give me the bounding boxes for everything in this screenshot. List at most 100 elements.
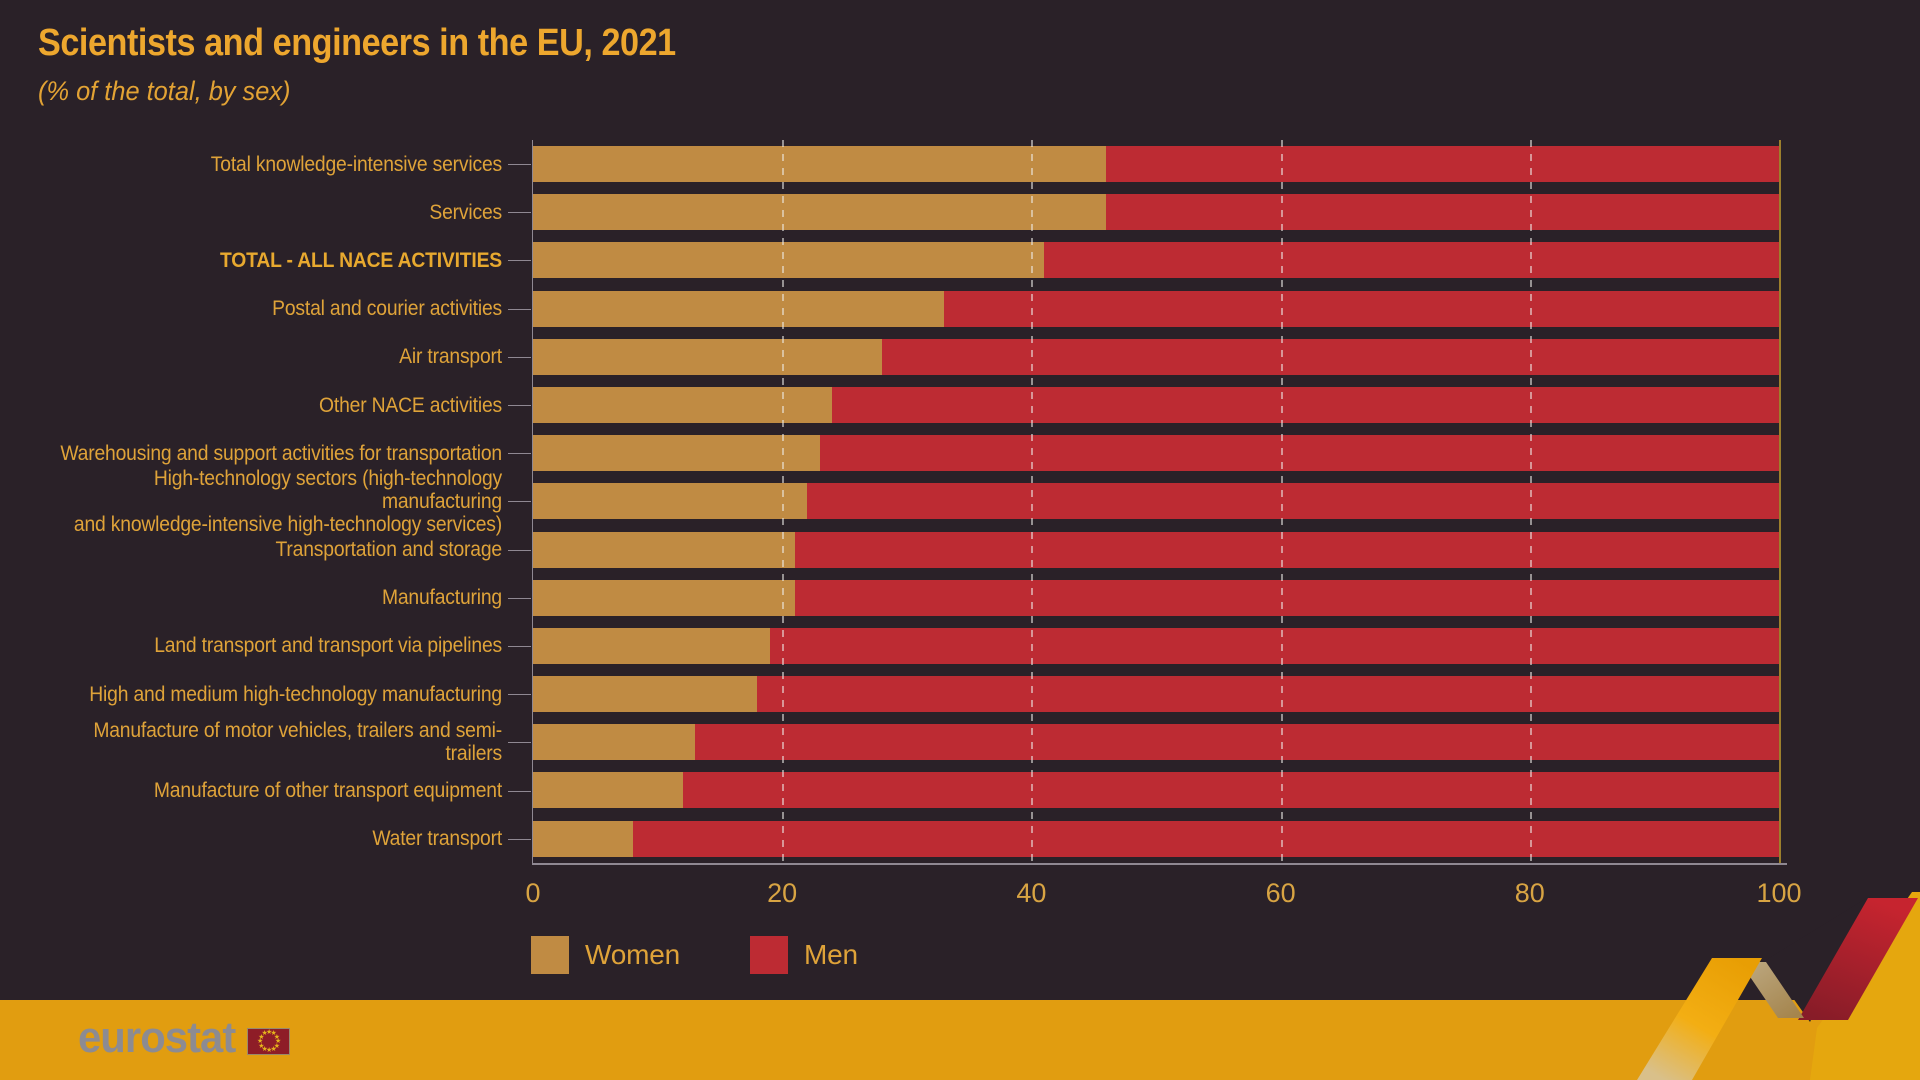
category-tick-mark xyxy=(508,694,531,696)
x-tick-label: 80 xyxy=(1514,878,1545,908)
women-bar-segment xyxy=(533,194,1107,231)
category-label: Land transport and transport via pipelin… xyxy=(154,634,502,658)
stacked-bar xyxy=(533,146,1779,182)
category-tick-mark xyxy=(508,212,531,214)
legend: Women Men xyxy=(531,936,858,974)
category-tick-mark xyxy=(508,838,531,840)
category-label: Services xyxy=(429,200,502,224)
bar-row: High and medium high-technology manufact… xyxy=(0,670,1920,718)
flag-star-icon: ★ xyxy=(266,1047,273,1054)
bar-row: TOTAL - ALL NACE ACTIVITIES xyxy=(0,236,1920,284)
category-tick-mark xyxy=(508,260,531,262)
stacked-bar xyxy=(533,386,1779,423)
bar-row: Manufacture of other transport equipment xyxy=(0,766,1920,814)
bar-row: Manufacturing xyxy=(0,574,1920,622)
women-bar-segment xyxy=(533,724,695,761)
men-bar-segment xyxy=(832,386,1779,423)
category-label: Water transport xyxy=(372,827,502,851)
category-tick-mark xyxy=(508,453,531,455)
category-tick-mark xyxy=(508,164,531,166)
men-bar-segment xyxy=(807,483,1779,520)
category-label: Transportation and storage xyxy=(275,538,503,562)
x-tick-label: 100 xyxy=(1756,878,1802,908)
category-tick-mark xyxy=(508,549,531,551)
bar-row: Warehousing and support activities for t… xyxy=(0,429,1920,477)
stacked-bar xyxy=(533,772,1779,809)
category-label: Postal and courier activities xyxy=(272,297,502,321)
x-axis-line xyxy=(532,863,1787,865)
category-tick-mark xyxy=(508,308,531,310)
bar-row: Water transport xyxy=(0,815,1920,863)
category-label: Manufacture of motor vehicles, trailers … xyxy=(93,719,502,766)
women-bar-segment xyxy=(533,676,758,713)
category-label: Manufacture of other transport equipment xyxy=(153,779,503,803)
legend-item-women: Women xyxy=(531,936,680,974)
page-title: Scientists and engineers in the EU, 2021 xyxy=(38,22,676,64)
flag-star-icon: ★ xyxy=(273,1033,281,1041)
women-bar-segment xyxy=(533,531,795,568)
stacked-bar xyxy=(533,579,1779,616)
x-tick-label: 0 xyxy=(525,878,541,908)
x-tick-label: 40 xyxy=(1016,878,1047,908)
men-bar-segment xyxy=(769,627,1779,664)
page-subtitle: (% of the total, by sex) xyxy=(38,76,291,106)
men-bar-segment xyxy=(1106,146,1779,182)
eu-flag-icon: ★ ★ ★ ★ ★ ★ ★ ★ ★ ★ ★ ★ xyxy=(247,1028,290,1055)
stacked-bar xyxy=(533,531,1779,568)
flag-star-icon: ★ xyxy=(257,1038,264,1045)
category-tick-mark xyxy=(508,501,531,503)
women-bar-segment xyxy=(533,386,833,423)
men-bar-segment xyxy=(794,579,1779,616)
stacked-bar xyxy=(533,676,1779,713)
category-label: Other NACE activities xyxy=(319,393,502,417)
flag-star-icon: ★ xyxy=(273,1042,281,1050)
bar-row: Other NACE activities xyxy=(0,381,1920,429)
women-bar-segment xyxy=(533,627,770,664)
category-label: Air transport xyxy=(399,345,502,369)
x-tick-label: 60 xyxy=(1265,878,1296,908)
women-bar-segment xyxy=(533,579,795,616)
men-bar-segment xyxy=(757,676,1779,713)
women-bar-segment xyxy=(533,338,882,375)
women-bar-segment xyxy=(533,290,945,327)
flag-star-icon: ★ xyxy=(261,1045,268,1053)
bar-row: Land transport and transport via pipelin… xyxy=(0,622,1920,670)
category-label: Warehousing and support activities for t… xyxy=(60,441,503,465)
bar-row: Air transport xyxy=(0,333,1920,381)
men-bar-segment xyxy=(1106,194,1779,231)
category-label: High and medium high-technology manufact… xyxy=(89,682,502,706)
x-axis-tick-labels: 0 20 40 60 80 100 xyxy=(0,878,1920,912)
men-bar-segment xyxy=(881,338,1779,375)
category-label: Manufacturing xyxy=(381,586,502,610)
bar-row: Transportation and storage xyxy=(0,526,1920,574)
men-bar-segment xyxy=(694,724,1779,761)
category-label: TOTAL - ALL NACE ACTIVITIES xyxy=(220,248,502,272)
flag-star-icon: ★ xyxy=(258,1033,265,1041)
legend-item-men: Men xyxy=(749,936,858,974)
stacked-bar xyxy=(533,820,1779,857)
women-bar-segment xyxy=(533,435,820,472)
women-bar-segment xyxy=(533,772,683,809)
stacked-bar xyxy=(533,290,1779,327)
bar-row: Total knowledge-intensive services xyxy=(0,140,1920,188)
stacked-bar xyxy=(533,724,1779,761)
men-bar-segment xyxy=(944,290,1779,327)
category-tick-mark xyxy=(508,790,531,792)
women-bar-segment xyxy=(533,146,1107,182)
flag-star-icon: ★ xyxy=(261,1030,268,1038)
men-bar-segment xyxy=(794,531,1779,568)
category-label: High-technology sectors (high-technology… xyxy=(73,466,502,536)
flag-star-icon: ★ xyxy=(270,1030,277,1038)
bar-rows: Total knowledge-intensive services Servic… xyxy=(0,140,1920,863)
category-tick-mark xyxy=(508,645,531,647)
women-bar-segment xyxy=(533,820,633,857)
men-bar-segment xyxy=(819,435,1779,472)
bar-row: High-technology sectors (high-technology… xyxy=(0,466,1920,536)
bar-row: Manufacture of motor vehicles, trailers … xyxy=(0,718,1920,766)
stacked-bar xyxy=(533,435,1779,472)
flag-star-icon: ★ xyxy=(270,1045,277,1053)
bar-row: Services xyxy=(0,188,1920,236)
category-tick-mark xyxy=(508,405,531,407)
women-swatch-icon xyxy=(531,936,569,974)
ribbon-decoration-icon xyxy=(1637,892,1920,1080)
